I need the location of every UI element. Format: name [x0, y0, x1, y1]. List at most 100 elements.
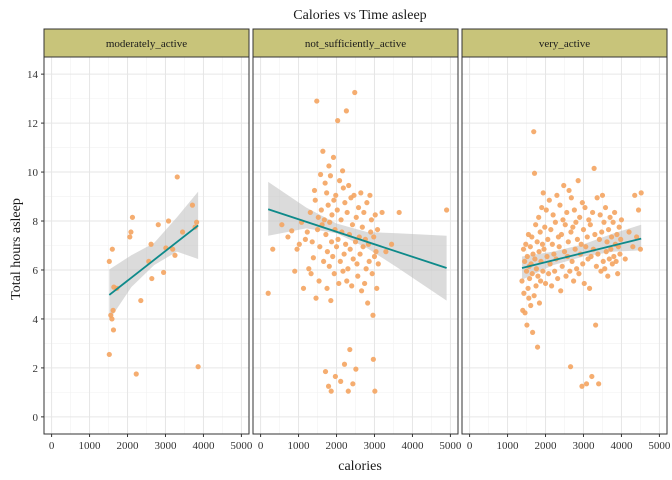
- strip-label-not_sufficiently_active: not_sufficiently_active: [305, 38, 406, 50]
- data-point: [530, 251, 536, 257]
- data-point: [149, 275, 155, 282]
- x-tick-label: 5000: [230, 440, 253, 452]
- data-point: [524, 253, 530, 260]
- y-tick-label: 4: [33, 314, 39, 326]
- data-point: [526, 295, 532, 301]
- data-point: [576, 271, 582, 277]
- data-point: [349, 222, 356, 228]
- x-tick-label: 0: [49, 440, 55, 452]
- data-point: [369, 271, 375, 277]
- data-point: [583, 244, 589, 250]
- data-point: [635, 207, 642, 213]
- data-point: [315, 214, 321, 220]
- data-point: [605, 273, 611, 279]
- panel-border: [252, 56, 459, 435]
- data-point: [521, 290, 527, 296]
- data-point: [524, 322, 530, 328]
- data-point: [584, 234, 590, 240]
- data-point: [616, 224, 622, 230]
- trend-line: [521, 237, 642, 269]
- data-point: [318, 207, 324, 213]
- data-point: [331, 271, 337, 277]
- data-point: [334, 207, 340, 213]
- data-point: [598, 268, 604, 274]
- data-point: [564, 209, 570, 216]
- strip-not_sufficiently_active: [252, 28, 459, 58]
- data-point: [582, 204, 588, 211]
- data-point: [368, 217, 375, 223]
- data-point: [373, 249, 379, 255]
- data-point: [558, 231, 565, 238]
- data-point: [539, 204, 545, 211]
- data-point: [340, 268, 346, 274]
- data-point: [561, 182, 567, 189]
- data-point: [396, 209, 402, 216]
- data-point: [591, 165, 597, 171]
- data-point: [364, 200, 370, 206]
- data-point: [155, 222, 161, 228]
- y-axis: 0 2 4 6 8 10 12 14: [27, 69, 44, 424]
- chart-title: Calories vs Time asleep: [293, 8, 426, 23]
- x-tick-label: 2000: [535, 440, 558, 452]
- data-point: [383, 249, 389, 255]
- data-point: [602, 266, 608, 272]
- x-tick-label: 4000: [401, 440, 424, 452]
- data-point: [309, 239, 315, 245]
- data-point: [325, 202, 331, 208]
- data-point: [536, 249, 542, 255]
- data-point: [589, 373, 595, 380]
- data-point: [336, 280, 342, 287]
- data-point: [323, 231, 329, 238]
- data-point: [300, 285, 307, 291]
- data-point: [575, 178, 581, 184]
- data-point: [314, 226, 321, 233]
- data-point: [320, 148, 326, 154]
- data-point: [339, 168, 346, 174]
- data-point: [352, 239, 359, 245]
- data-point: [344, 278, 350, 284]
- data-point: [546, 197, 552, 203]
- data-point: [554, 192, 560, 198]
- data-point: [322, 180, 328, 186]
- data-point: [599, 229, 605, 235]
- data-point: [324, 190, 330, 196]
- data-point: [613, 258, 619, 265]
- data-point: [558, 288, 564, 294]
- data-point: [106, 351, 112, 358]
- data-point: [133, 371, 139, 377]
- data-point: [572, 246, 578, 252]
- data-point: [525, 285, 531, 291]
- data-point: [531, 129, 537, 135]
- data-point: [296, 241, 302, 247]
- y-tick-label: 0: [33, 412, 39, 424]
- data-point: [304, 229, 310, 235]
- data-point: [626, 229, 632, 235]
- data-point: [333, 244, 340, 250]
- data-point: [189, 202, 196, 208]
- y-tick-label: 14: [27, 69, 39, 81]
- data-point: [579, 383, 585, 389]
- data-point: [307, 209, 313, 216]
- data-point: [361, 209, 367, 216]
- data-point: [302, 236, 308, 242]
- data-point: [562, 222, 568, 228]
- data-point: [365, 300, 371, 306]
- data-point: [345, 266, 351, 272]
- data-point: [109, 246, 115, 252]
- data-point: [541, 246, 547, 252]
- data-point: [357, 251, 363, 257]
- x-tick-label: 4000: [610, 440, 633, 452]
- data-point: [344, 209, 350, 216]
- data-point: [552, 219, 558, 225]
- data-point: [557, 202, 563, 208]
- data-point: [345, 388, 351, 394]
- data-point: [194, 219, 200, 225]
- data-point: [332, 373, 338, 380]
- data-point: [593, 263, 599, 269]
- data-point: [138, 297, 144, 304]
- trend-line: [108, 224, 199, 296]
- data-point: [347, 346, 353, 353]
- data-point: [604, 239, 610, 245]
- data-point: [568, 195, 574, 201]
- data-point: [328, 388, 334, 394]
